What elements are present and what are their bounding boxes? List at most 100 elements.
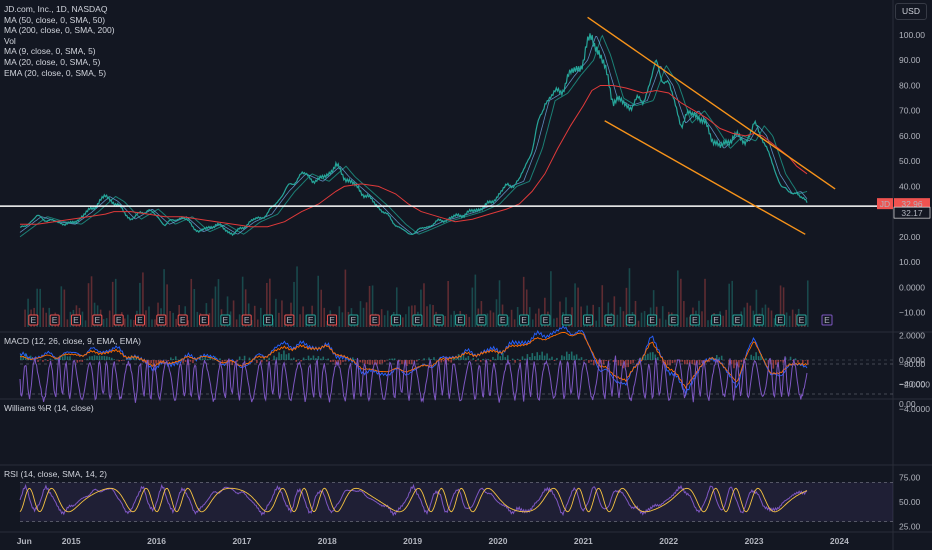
price-axis-tick: 70.00 (899, 106, 921, 116)
macd-histogram-bar (531, 353, 534, 360)
legend-ma9[interactable]: MA (9, close, 0, SMA, 5) (4, 46, 96, 57)
macd-histogram-bar (479, 360, 482, 362)
volume-bar (362, 307, 365, 327)
earnings-marker (711, 314, 722, 326)
volume-bar (577, 287, 579, 327)
earnings-marker-label: E (543, 315, 549, 325)
earnings-marker-label: E (30, 315, 36, 325)
volume-bar (60, 286, 63, 327)
volume-bar (169, 311, 171, 327)
volume-bar (408, 306, 410, 327)
volume-bar (507, 316, 510, 327)
symbol-title[interactable]: JD.com, Inc., 1D, NASDAQ (4, 4, 108, 14)
macd-histogram-bar (86, 358, 88, 360)
macd-histogram-bar (101, 356, 103, 360)
macd-histogram-bar (802, 360, 804, 364)
volume-bar (746, 302, 749, 327)
legend-ema20[interactable]: EMA (20, close, 0, SMA, 5) (4, 67, 107, 78)
upcoming-earnings-marker (821, 314, 833, 326)
earnings-marker (134, 314, 145, 326)
volume-bar (405, 314, 407, 327)
macd-histogram-bar (312, 355, 315, 360)
earnings-marker (305, 314, 316, 326)
volume-bar (686, 317, 688, 327)
last-price-label: 32.96 (901, 199, 923, 209)
volume-bar (323, 307, 326, 327)
volume-bar (701, 311, 703, 327)
volume-bar (683, 301, 685, 327)
symbol-price-tag (877, 198, 893, 210)
volume-bar (389, 316, 392, 327)
earnings-marker (647, 314, 658, 326)
rsi-label[interactable]: RSI (14, close, SMA, 14, 2) (4, 469, 107, 479)
williams-label[interactable]: Williams %R (14, close) (4, 403, 94, 413)
macd-histogram-bar (546, 353, 548, 360)
volume-bar (338, 306, 341, 327)
macd-histogram-bar (474, 360, 477, 362)
macd-histogram-bar (472, 357, 475, 360)
earnings-marker (199, 314, 210, 326)
macd-histogram-bar (147, 360, 150, 365)
volume-bar (628, 268, 631, 327)
macd-histogram-bar (96, 355, 98, 360)
volume-bar (752, 310, 755, 327)
macd-histogram-bar (492, 356, 494, 360)
macd-histogram-bar (403, 360, 406, 365)
macd-histogram-bar (118, 360, 120, 362)
currency-button[interactable]: USD (895, 3, 927, 20)
macd-histogram-bar (83, 359, 86, 360)
volume-bar (468, 316, 471, 327)
rsi-axis-tick: 75.00 (899, 473, 921, 483)
price-axis-tick: 40.00 (899, 181, 921, 191)
earnings-marker-label: E (628, 315, 634, 325)
earnings-marker (49, 314, 60, 326)
macd-axis-tick: 0.0000 (899, 355, 925, 365)
macd-histogram-bar (715, 355, 718, 360)
volume-bar (238, 314, 241, 327)
volume-bar (637, 320, 640, 327)
earnings-marker (156, 314, 167, 326)
macd-histogram-bar (647, 353, 649, 360)
volume-bar (728, 283, 730, 327)
legend-volume[interactable]: Vol (4, 35, 16, 46)
macd-label[interactable]: MACD (12, 26, close, 9, EMA, EMA) (4, 336, 141, 346)
macd-histogram-bar (570, 351, 573, 360)
volume-bar (214, 286, 217, 327)
time-axis-tick: Jun (17, 536, 32, 546)
macd-histogram-bar (701, 360, 703, 363)
macd-histogram-bar (305, 359, 307, 360)
macd-histogram-bar (516, 358, 519, 360)
macd-histogram-bar (263, 358, 266, 360)
earnings-marker (753, 314, 764, 326)
earnings-marker-label: E (479, 315, 485, 325)
macd-histogram-bar (644, 354, 647, 360)
macd-histogram-bar (187, 360, 189, 366)
volume-bar (278, 312, 280, 327)
legend-ma50[interactable]: MA (50, close, 0, SMA, 50) (4, 14, 106, 25)
macd-histogram-bar (145, 360, 148, 363)
macd-histogram-bar (268, 357, 270, 360)
volume-bar (516, 307, 519, 327)
volume-bar (722, 315, 724, 327)
macd-histogram-bar (804, 360, 807, 361)
macd-histogram-bar (192, 360, 194, 364)
macd-histogram-bar (120, 360, 123, 361)
earnings-marker (412, 314, 423, 326)
volume-bar (444, 316, 446, 327)
line-price-badge (893, 206, 931, 219)
legend-ma20[interactable]: MA (20, close, 0, SMA, 5) (4, 56, 101, 67)
macd-histogram-bar (452, 357, 455, 360)
macd-histogram-bar (241, 359, 243, 360)
macd-histogram-bar (642, 356, 644, 360)
macd-histogram-bar (462, 353, 465, 360)
macd-histogram-bar (91, 356, 93, 360)
macd-histogram-bar (300, 360, 302, 362)
macd-histogram-bar (548, 358, 551, 360)
macd-histogram-bar (595, 360, 598, 365)
macd-histogram-bar (123, 360, 125, 361)
legend-ma200[interactable]: MA (200, close, 0, SMA, 200) (4, 25, 115, 36)
volume-bar (571, 307, 573, 327)
volume-bar (226, 296, 229, 327)
earnings-marker (476, 314, 487, 326)
